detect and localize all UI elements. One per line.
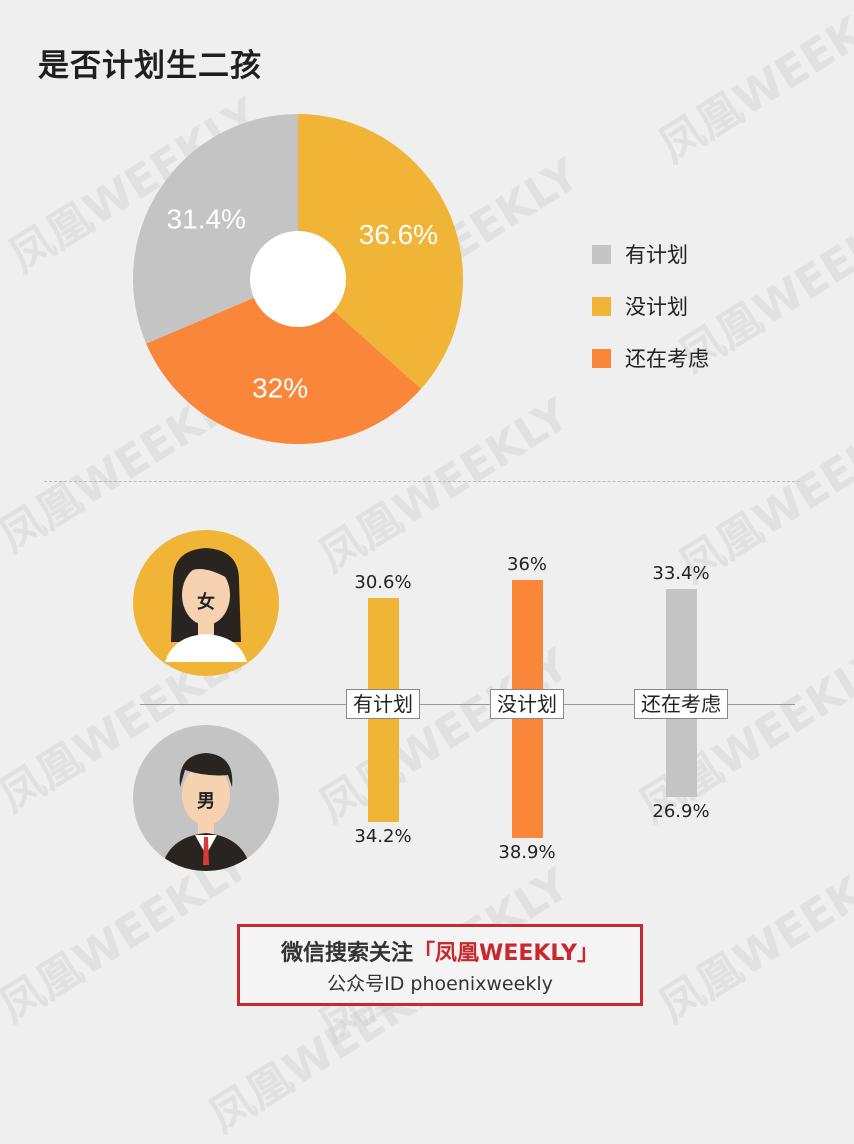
legend-label: 还在考虑: [625, 347, 709, 371]
footer-prefix: 微信搜索关注: [281, 941, 414, 966]
pie-slice: [298, 114, 463, 389]
female-label: 女: [197, 591, 215, 613]
female-icon: 女: [165, 548, 247, 662]
pie-label: 31.4%: [167, 203, 246, 234]
donut-hole: [250, 231, 346, 327]
bar-male: [368, 704, 399, 822]
legend-item: 没计划: [592, 280, 709, 332]
male-avatar: 男: [133, 725, 279, 871]
legend-label: 有计划: [625, 243, 688, 267]
pie-slice: [146, 279, 422, 444]
category-label: 有计划: [346, 689, 420, 719]
male-label: 男: [197, 791, 215, 812]
category-label: 没计划: [490, 689, 564, 719]
donut-chart: 36.6% 32% 31.4%: [132, 114, 463, 444]
legend-label: 没计划: [625, 295, 688, 319]
watermark: 凤凰WEEKLY: [650, 838, 854, 1033]
bar-female: [666, 588, 697, 704]
bar-axis: [140, 704, 795, 705]
bar-male: [512, 704, 543, 839]
footer-brand: 「凤凰WEEKLY」: [413, 941, 599, 966]
category-label: 还在考虑: [634, 689, 728, 719]
pie-label: 36.6%: [359, 219, 438, 250]
footer-account-id: 公众号ID phoenixweekly: [327, 973, 553, 995]
pie-label: 32%: [252, 373, 308, 404]
bar-value-label: 30.6%: [354, 572, 412, 594]
legend-item: 有计划: [592, 228, 709, 280]
legend-swatch: [592, 296, 611, 316]
bar-value-label: 33.4%: [652, 562, 710, 584]
bar-value-label: 26.9%: [652, 800, 710, 822]
bar-female: [512, 579, 543, 704]
bar-female: [368, 598, 399, 704]
bar-value-label: 36%: [506, 553, 548, 575]
legend: 有计划 没计划 还在考虑: [592, 228, 709, 384]
footer-banner: 微信搜索关注「凤凰WEEKLY」 公众号ID phoenixweekly: [237, 924, 643, 1006]
male-icon: 男: [161, 753, 251, 871]
bar-value-label: 34.2%: [354, 825, 412, 847]
legend-item: 还在考虑: [592, 332, 709, 384]
bar-male: [666, 704, 697, 797]
legend-swatch: [592, 348, 611, 368]
bar-value-label: 38.9%: [498, 842, 556, 864]
section-divider: [44, 481, 800, 482]
legend-swatch: [592, 244, 611, 264]
female-avatar: 女: [133, 530, 279, 676]
chart-title: 是否计划生二孩: [38, 48, 262, 84]
